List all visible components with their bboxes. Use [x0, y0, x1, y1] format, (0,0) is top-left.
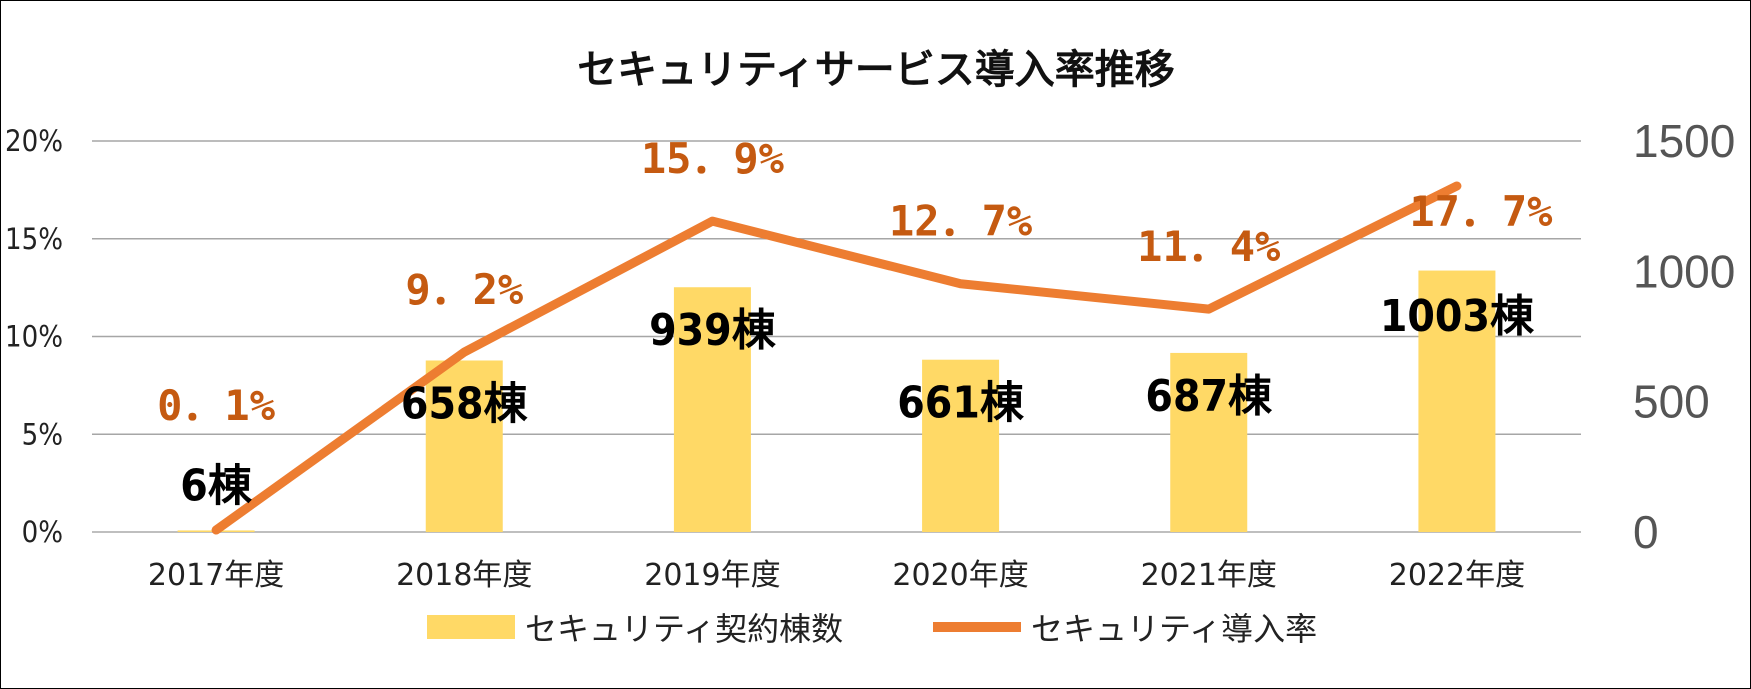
category-label: 2022年度 — [1389, 558, 1525, 593]
legend: セキュリティ契約棟数 セキュリティ導入率 — [427, 610, 1317, 648]
bar-data-label: 1003棟 — [1380, 291, 1535, 342]
right-axis-tick-label: 0 — [1633, 506, 1659, 558]
line-data-label: 17．7% — [1409, 187, 1552, 236]
left-axis-tick-label: 15% — [5, 222, 63, 256]
category-label: 2017年度 — [148, 558, 284, 593]
line-series-path — [211, 181, 1462, 535]
line-data-label: 12．7% — [889, 197, 1032, 246]
legend-label-bar: セキュリティ契約棟数 — [525, 610, 843, 648]
bar — [1418, 270, 1496, 532]
right-axis-tick-label: 500 — [1633, 376, 1710, 428]
right-axis-ticks: 0 500 1000 1500 — [1633, 115, 1735, 558]
line-data-label: 9．2% — [405, 265, 523, 314]
left-axis-tick-label: 10% — [5, 320, 63, 354]
bar-data-label: 658棟 — [401, 378, 529, 429]
left-axis-tick-label: 0% — [22, 515, 63, 549]
line-series — [211, 181, 1462, 535]
category-label: 2018年度 — [396, 558, 532, 593]
bar-data-label: 6棟 — [180, 460, 253, 511]
chart-title: セキュリティサービス導入率推移 — [577, 47, 1175, 93]
legend-swatch-bar — [427, 615, 515, 639]
right-axis-tick-label: 1500 — [1633, 115, 1735, 167]
bar — [425, 360, 503, 532]
bar-series — [177, 270, 1496, 532]
line-data-label: 0．1% — [157, 381, 275, 430]
line-data-labels: 0．1% 9．2% 15．9% 12．7% 11．4% 17．7% — [157, 134, 1552, 430]
left-axis-tick-label: 20% — [5, 124, 63, 158]
left-axis-tick-label: 5% — [22, 417, 63, 451]
bar-data-label: 939棟 — [649, 305, 777, 356]
category-label: 2020年度 — [892, 558, 1028, 593]
right-axis-tick-label: 1000 — [1633, 245, 1735, 297]
bar — [1170, 352, 1248, 532]
legend-label-line: セキュリティ導入率 — [1031, 610, 1317, 648]
bar-data-label: 687棟 — [1145, 371, 1273, 422]
gridlines — [92, 140, 1581, 533]
line-data-label: 15．9% — [641, 134, 784, 183]
line-data-label: 11．4% — [1137, 222, 1280, 271]
bar-data-labels: 6棟 658棟 939棟 661棟 687棟 1003棟 — [180, 291, 1535, 511]
bar — [922, 359, 1000, 532]
category-label: 2019年度 — [644, 558, 780, 593]
legend-swatch-line — [933, 622, 1021, 632]
category-label: 2021年度 — [1141, 558, 1277, 593]
category-labels: 2017年度 2018年度 2019年度 2020年度 2021年度 2022年度 — [148, 558, 1525, 593]
left-axis-ticks: 0% 5% 10% 15% 20% — [5, 124, 63, 549]
bar-data-label: 661棟 — [897, 378, 1025, 429]
bar — [673, 287, 751, 532]
